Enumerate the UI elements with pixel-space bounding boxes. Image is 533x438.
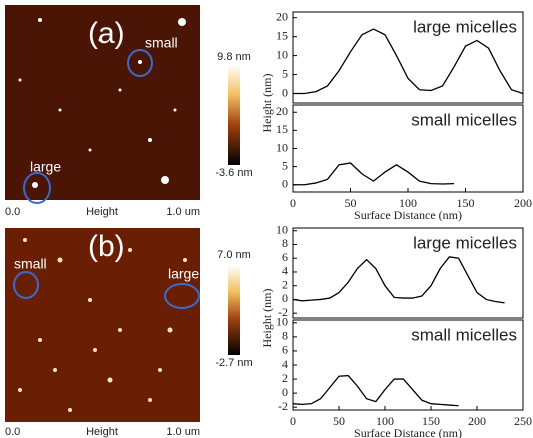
- y-tick-label: 0: [282, 385, 288, 399]
- y-tick-label: 2: [282, 277, 288, 291]
- x-label: 0.0: [5, 206, 20, 218]
- profile-line: [293, 162, 455, 186]
- y-tick-label: -2: [278, 399, 288, 413]
- chart-title: large micelles: [413, 17, 517, 36]
- x-tick-label: 200: [514, 196, 532, 210]
- chart-title: small micelles: [411, 325, 517, 344]
- y-axis-label: Height (nm): [260, 74, 274, 133]
- panel-label: (b): [88, 230, 125, 263]
- y-tick-label: 10: [276, 140, 288, 154]
- x-tick-label: 100: [399, 196, 417, 210]
- afm-panel-b: (b) small large 0.0 Height 1.0 um 7.0 nm…: [5, 228, 253, 438]
- y-tick-label: 6: [282, 250, 288, 264]
- x-tick-label: 150: [422, 414, 440, 428]
- y-tick-label: 0: [282, 177, 288, 191]
- chart-title: small micelles: [411, 110, 517, 129]
- x-label: Height: [86, 426, 118, 438]
- y-tick-label: 10: [276, 315, 288, 329]
- afm-image: [5, 228, 200, 422]
- y-tick-label: 20: [276, 104, 288, 118]
- y-tick-label: 5: [282, 158, 288, 172]
- chart-title: large micelles: [413, 233, 517, 252]
- colorbar-label: 9.8 nm: [217, 51, 251, 63]
- y-tick-label: 4: [282, 357, 288, 371]
- colorbar-label: -2.7 nm: [215, 357, 252, 369]
- colorbar: [228, 65, 240, 165]
- y-tick-label: 8: [282, 236, 288, 250]
- y-tick-label: 4: [282, 264, 288, 278]
- y-tick-label: 8: [282, 329, 288, 343]
- x-tick-label: 50: [345, 196, 357, 210]
- y-tick-label: 2: [282, 371, 288, 385]
- x-label: 1.0 um: [166, 206, 200, 218]
- x-tick-label: 150: [457, 196, 475, 210]
- profile-line: [292, 256, 505, 304]
- panel-label: (a): [88, 17, 125, 50]
- plot-frame: [292, 227, 524, 319]
- x-tick-label: 0: [290, 414, 296, 428]
- colorbar-label: -3.6 nm: [215, 167, 252, 179]
- afm-image: [5, 5, 200, 200]
- afm-panel-a: (a) small large 0.0 Height 1.0 um 9.8 nm…: [5, 5, 253, 218]
- particles: [18, 238, 187, 412]
- particles: [18, 18, 186, 188]
- profile-line: [292, 374, 459, 407]
- y-tick-label: 0: [282, 291, 288, 305]
- annotation: small: [145, 35, 178, 51]
- plot-frame: [292, 11, 524, 104]
- y-tick-label: 6: [282, 343, 288, 357]
- y-tick-label: 15: [276, 122, 288, 136]
- x-tick-label: 0: [290, 196, 296, 210]
- x-tick-label: 50: [333, 414, 345, 428]
- y-tick-label: 10: [276, 222, 288, 236]
- y-axis-label: Height (nm): [260, 289, 274, 348]
- colorbar-label: 7.0 nm: [217, 249, 251, 261]
- x-tick-label: 250: [514, 414, 532, 428]
- colorbar: [228, 265, 240, 355]
- x-label: Height: [86, 206, 118, 218]
- profile-line: [293, 28, 524, 95]
- x-axis-label: Surface Distance (nm): [354, 426, 462, 438]
- x-label: 1.0 um: [166, 426, 200, 438]
- annotation: large: [168, 266, 199, 282]
- x-label: 0.0: [5, 426, 20, 438]
- y-tick-label: 5: [282, 66, 288, 80]
- y-tick-label: 15: [276, 28, 288, 42]
- y-tick-label: 0: [282, 85, 288, 99]
- x-tick-label: 100: [376, 414, 394, 428]
- x-tick-label: 200: [468, 414, 486, 428]
- y-tick-label: -2: [278, 305, 288, 319]
- annotation: large: [30, 159, 61, 175]
- y-tick-label: 20: [276, 9, 288, 23]
- x-axis-label: Surface Distance (nm): [354, 208, 462, 222]
- y-tick-label: 10: [276, 47, 288, 61]
- annotation: small: [14, 256, 47, 272]
